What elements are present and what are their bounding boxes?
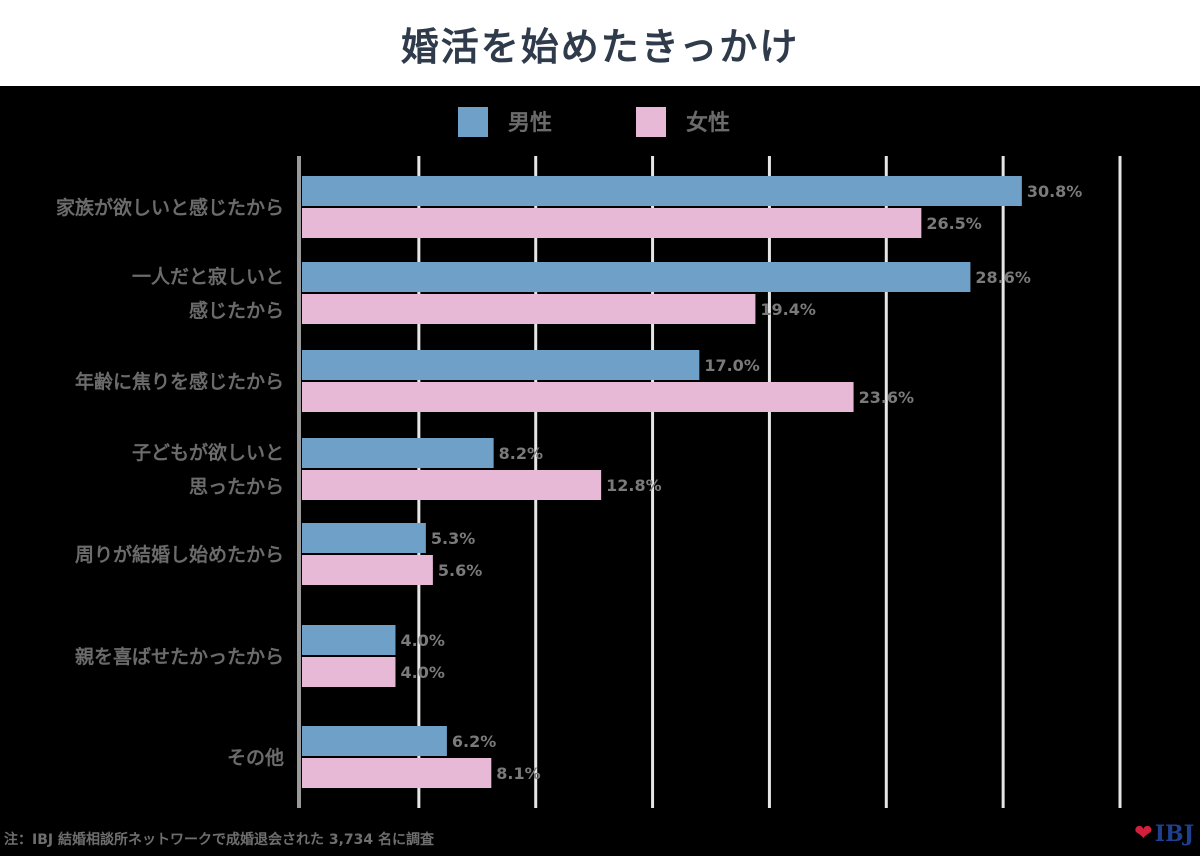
value-label: 4.0% bbox=[400, 631, 444, 650]
value-label: 8.1% bbox=[496, 764, 540, 783]
legend-swatch-male bbox=[458, 107, 488, 137]
value-label: 19.4% bbox=[760, 300, 816, 319]
female-bar bbox=[302, 470, 602, 500]
female-bar bbox=[302, 294, 756, 324]
legend-label-male: 男性 bbox=[508, 111, 552, 136]
male-bar bbox=[302, 438, 494, 468]
female-bar bbox=[302, 758, 492, 788]
category-label: 家族が欲しいと感じたから bbox=[56, 196, 284, 219]
chart-title: 婚活を始めたきっかけ bbox=[400, 24, 800, 69]
value-label: 26.5% bbox=[926, 214, 982, 233]
male-bar bbox=[302, 625, 396, 655]
brand-logo: ❤ IBJ bbox=[1134, 821, 1194, 847]
category-label: 感じたから bbox=[189, 299, 284, 322]
value-label: 28.6% bbox=[975, 268, 1031, 287]
category-label: 思ったから bbox=[189, 476, 284, 498]
category-label: その他 bbox=[227, 746, 284, 769]
chart-panel: 男性 女性家族が欲しいと感じたから一人だと寂しいと感じたから年齢に焦りを感じたから… bbox=[0, 86, 1200, 856]
value-label: 8.2% bbox=[499, 444, 543, 463]
category-label: 子どもが欲しいと bbox=[132, 441, 284, 464]
value-label: 5.6% bbox=[438, 561, 482, 580]
category-label: 親を喜ばせたかったから bbox=[75, 645, 284, 668]
footnote: 注：IBJ 結婚相談所ネットワークで成婚退会された 3,734 名に調査 bbox=[4, 832, 434, 848]
category-label: 周りが結婚し始めたから bbox=[75, 543, 284, 566]
legend-swatch-female bbox=[636, 107, 666, 137]
heart-icon: ❤ bbox=[1134, 821, 1153, 846]
brand-text: IBJ bbox=[1154, 821, 1194, 847]
male-bar bbox=[302, 726, 447, 756]
female-bar bbox=[302, 382, 854, 412]
category-label: 年齢に焦りを感じたから bbox=[75, 370, 284, 393]
value-label: 4.0% bbox=[400, 663, 444, 682]
male-bar bbox=[302, 350, 700, 380]
legend-label-female: 女性 bbox=[686, 110, 730, 136]
value-label: 17.0% bbox=[704, 356, 760, 375]
female-bar bbox=[302, 657, 396, 687]
female-bar bbox=[302, 208, 922, 238]
value-label: 23.6% bbox=[859, 388, 915, 407]
female-bar bbox=[302, 555, 433, 585]
value-label: 12.8% bbox=[606, 476, 662, 495]
male-bar bbox=[302, 262, 971, 292]
value-label: 6.2% bbox=[452, 732, 496, 751]
value-label: 5.3% bbox=[431, 529, 475, 548]
title-bar: 婚活を始めたきっかけ bbox=[0, 0, 1200, 86]
male-bar bbox=[302, 176, 1022, 206]
bar-chart: 男性 女性家族が欲しいと感じたから一人だと寂しいと感じたから年齢に焦りを感じたから… bbox=[56, 107, 1122, 808]
value-label: 30.8% bbox=[1027, 182, 1083, 201]
category-label: 一人だと寂しいと bbox=[132, 265, 284, 288]
male-bar bbox=[302, 523, 426, 553]
